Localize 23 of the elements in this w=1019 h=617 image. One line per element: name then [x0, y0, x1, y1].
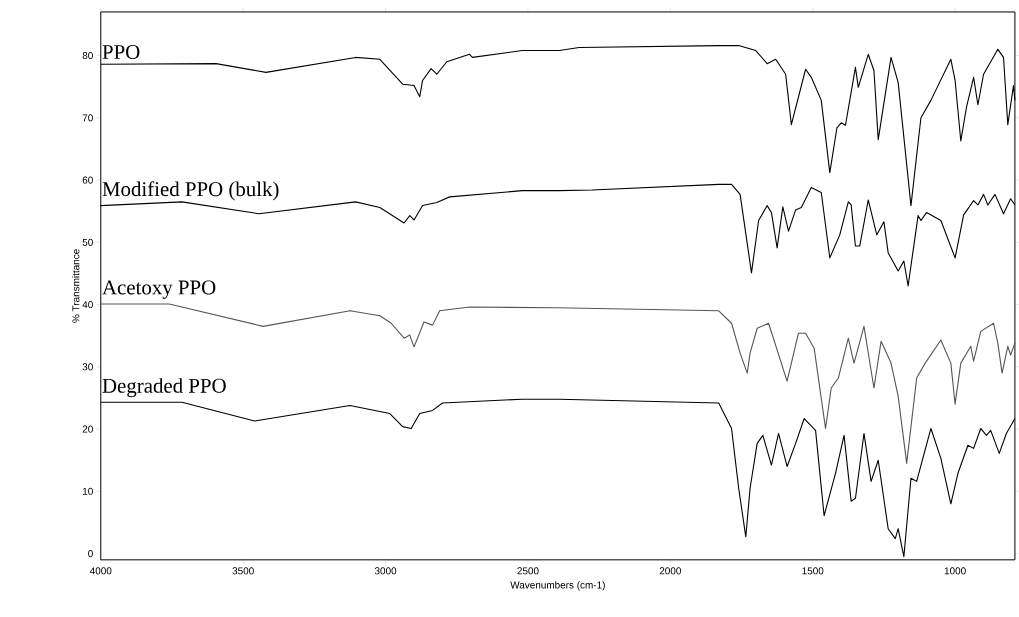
y-tick-label: 70: [82, 114, 93, 122]
line-series: [100, 303, 1016, 465]
series-label: Acetoxy PPO: [102, 280, 216, 299]
x-tick-label: 2500: [517, 567, 539, 575]
x-tick-label: 1000: [944, 567, 966, 575]
y-tick-label: 30: [82, 363, 93, 371]
series-label: PPO: [102, 45, 140, 60]
x-tick-label: 4000: [89, 567, 112, 575]
series-label: Degraded PPO: [102, 378, 226, 398]
x-tick-label: 1500: [802, 567, 824, 575]
x-tick-label: 3500: [232, 567, 254, 575]
y-tick-label: 20: [82, 425, 93, 433]
x-axis-title: Wavenumbers (cm-1): [510, 581, 605, 591]
y-tick-label: 80: [82, 52, 93, 60]
y-axis-title: % Transmittance: [72, 249, 80, 323]
y-tick-label: 10: [82, 487, 93, 496]
y-tick-label: 0: [88, 550, 93, 558]
y-tick-label: 60: [82, 176, 93, 184]
y-tick-label: 40: [82, 301, 93, 309]
x-tick-label: 2000: [659, 567, 681, 575]
series-label: Modified PPO (bulk): [102, 181, 279, 201]
x-tick-label: 3000: [374, 567, 397, 575]
y-tick-label: 50: [82, 238, 93, 246]
